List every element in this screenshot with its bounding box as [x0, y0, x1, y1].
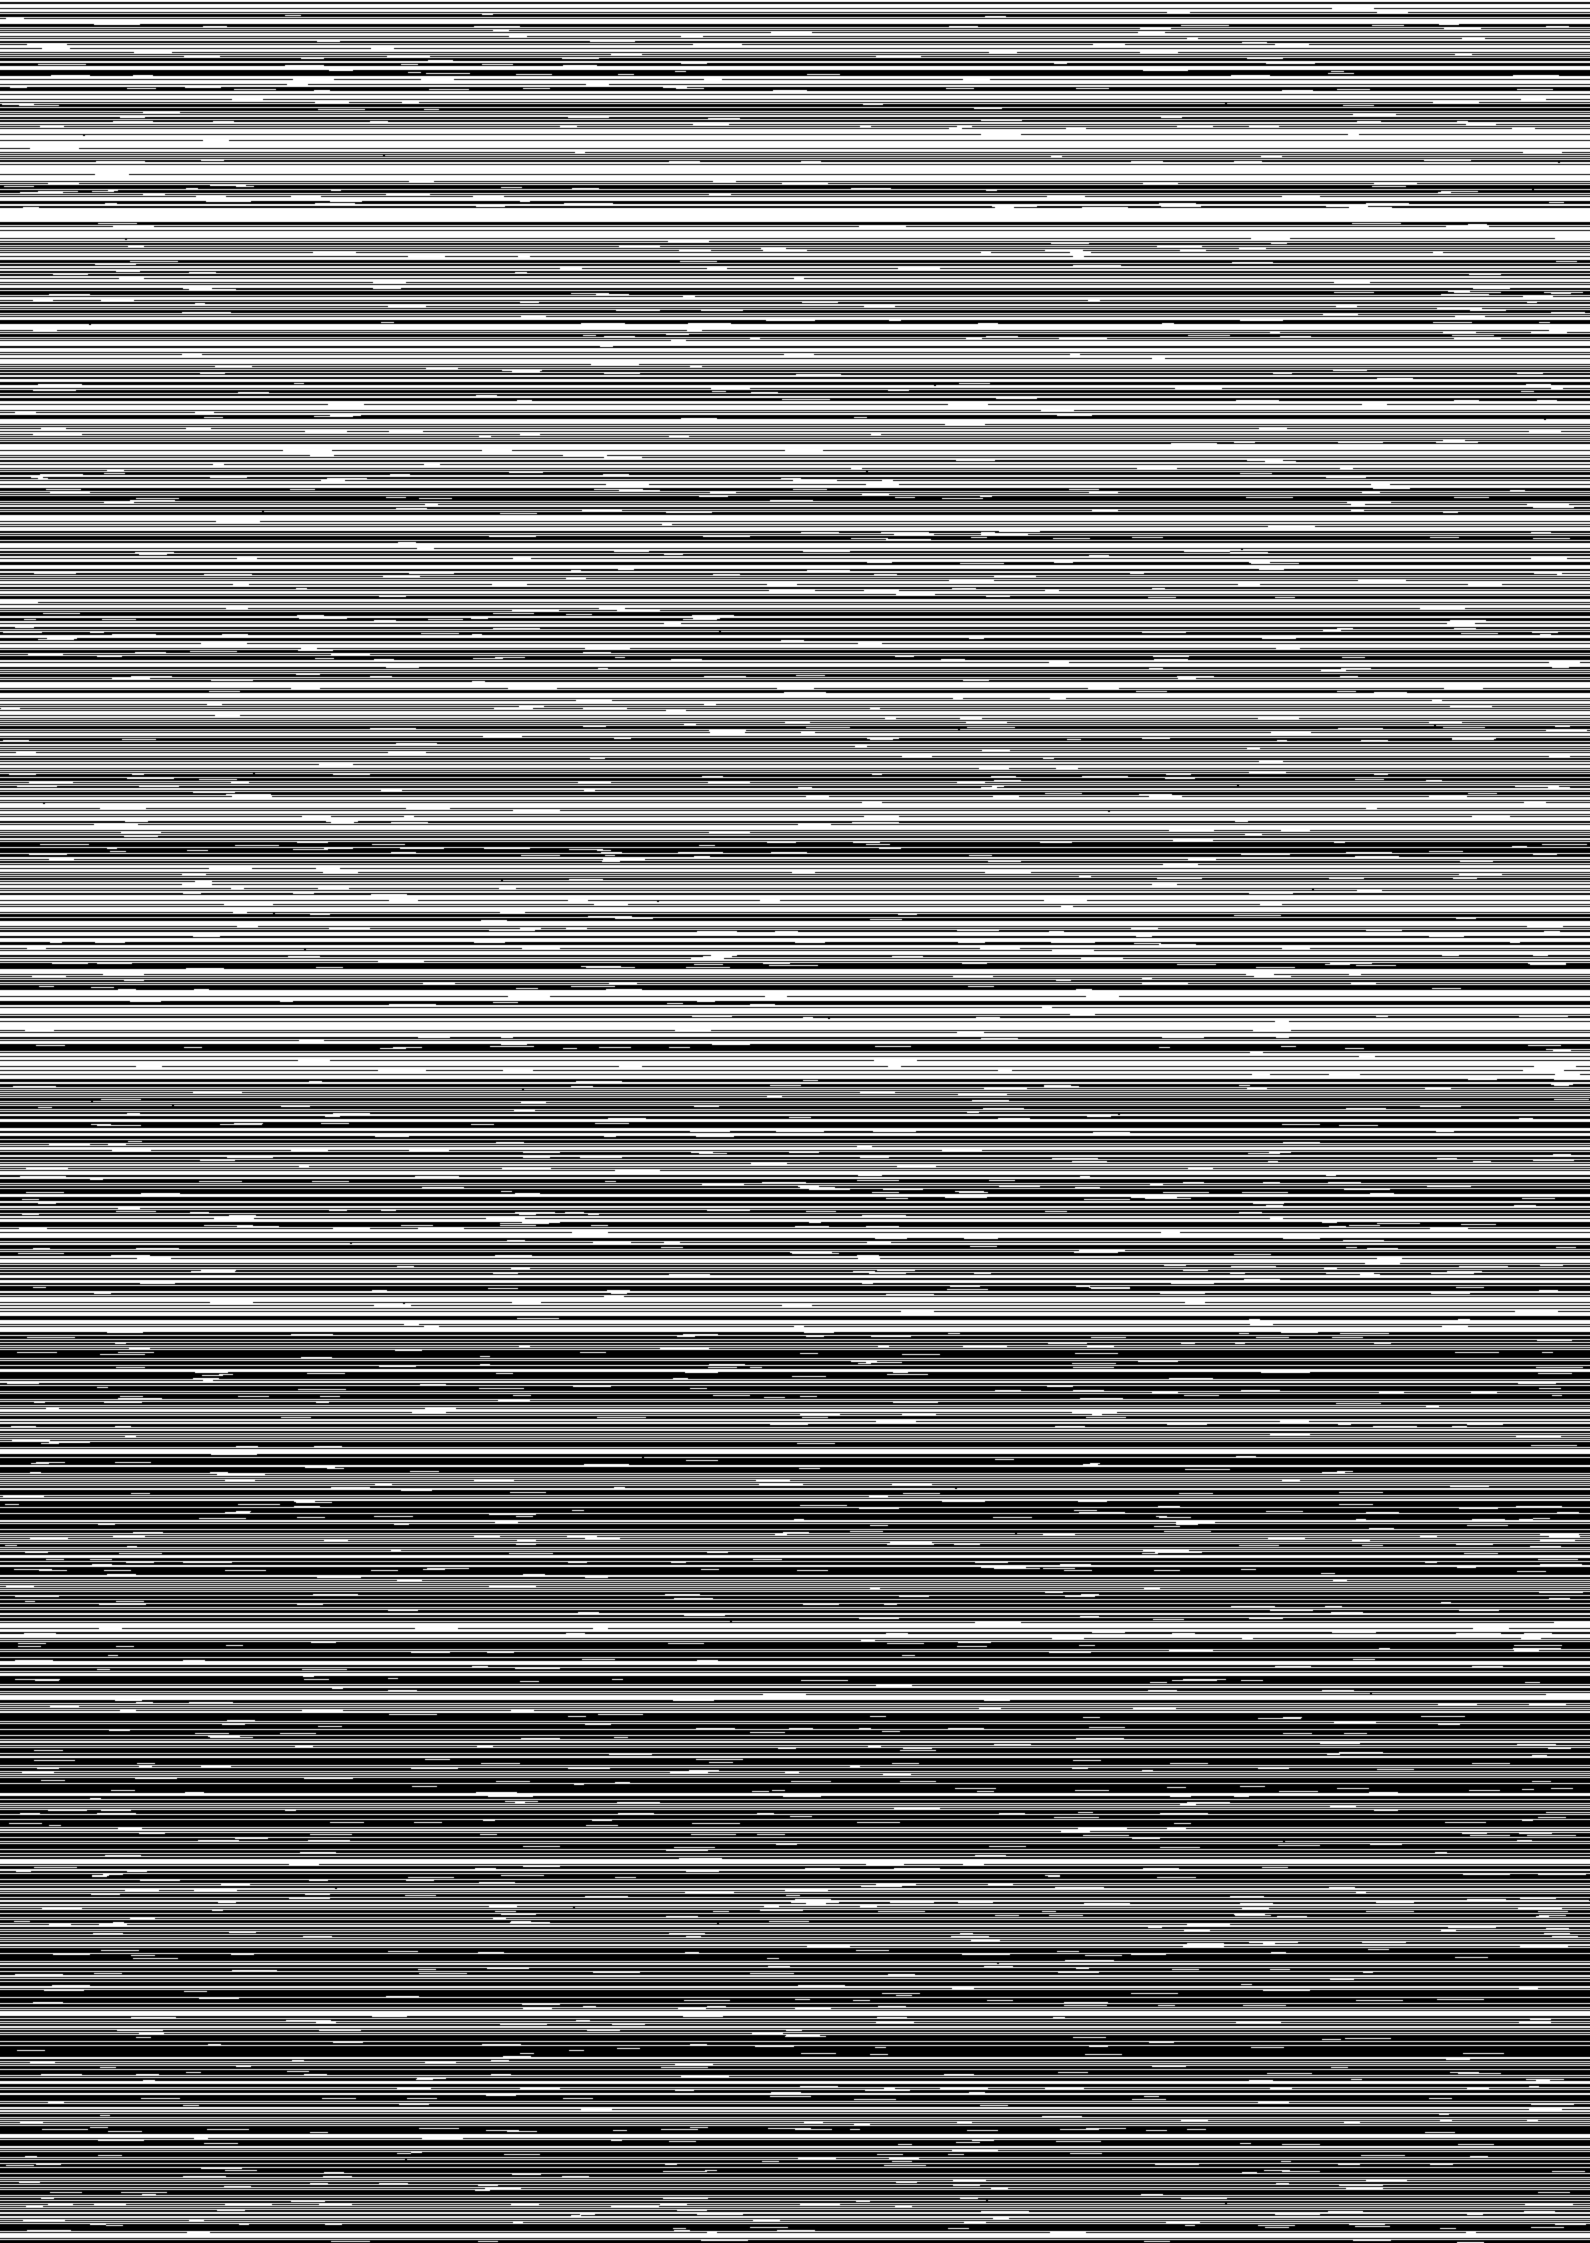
striped-noise-image: [0, 0, 1590, 2243]
